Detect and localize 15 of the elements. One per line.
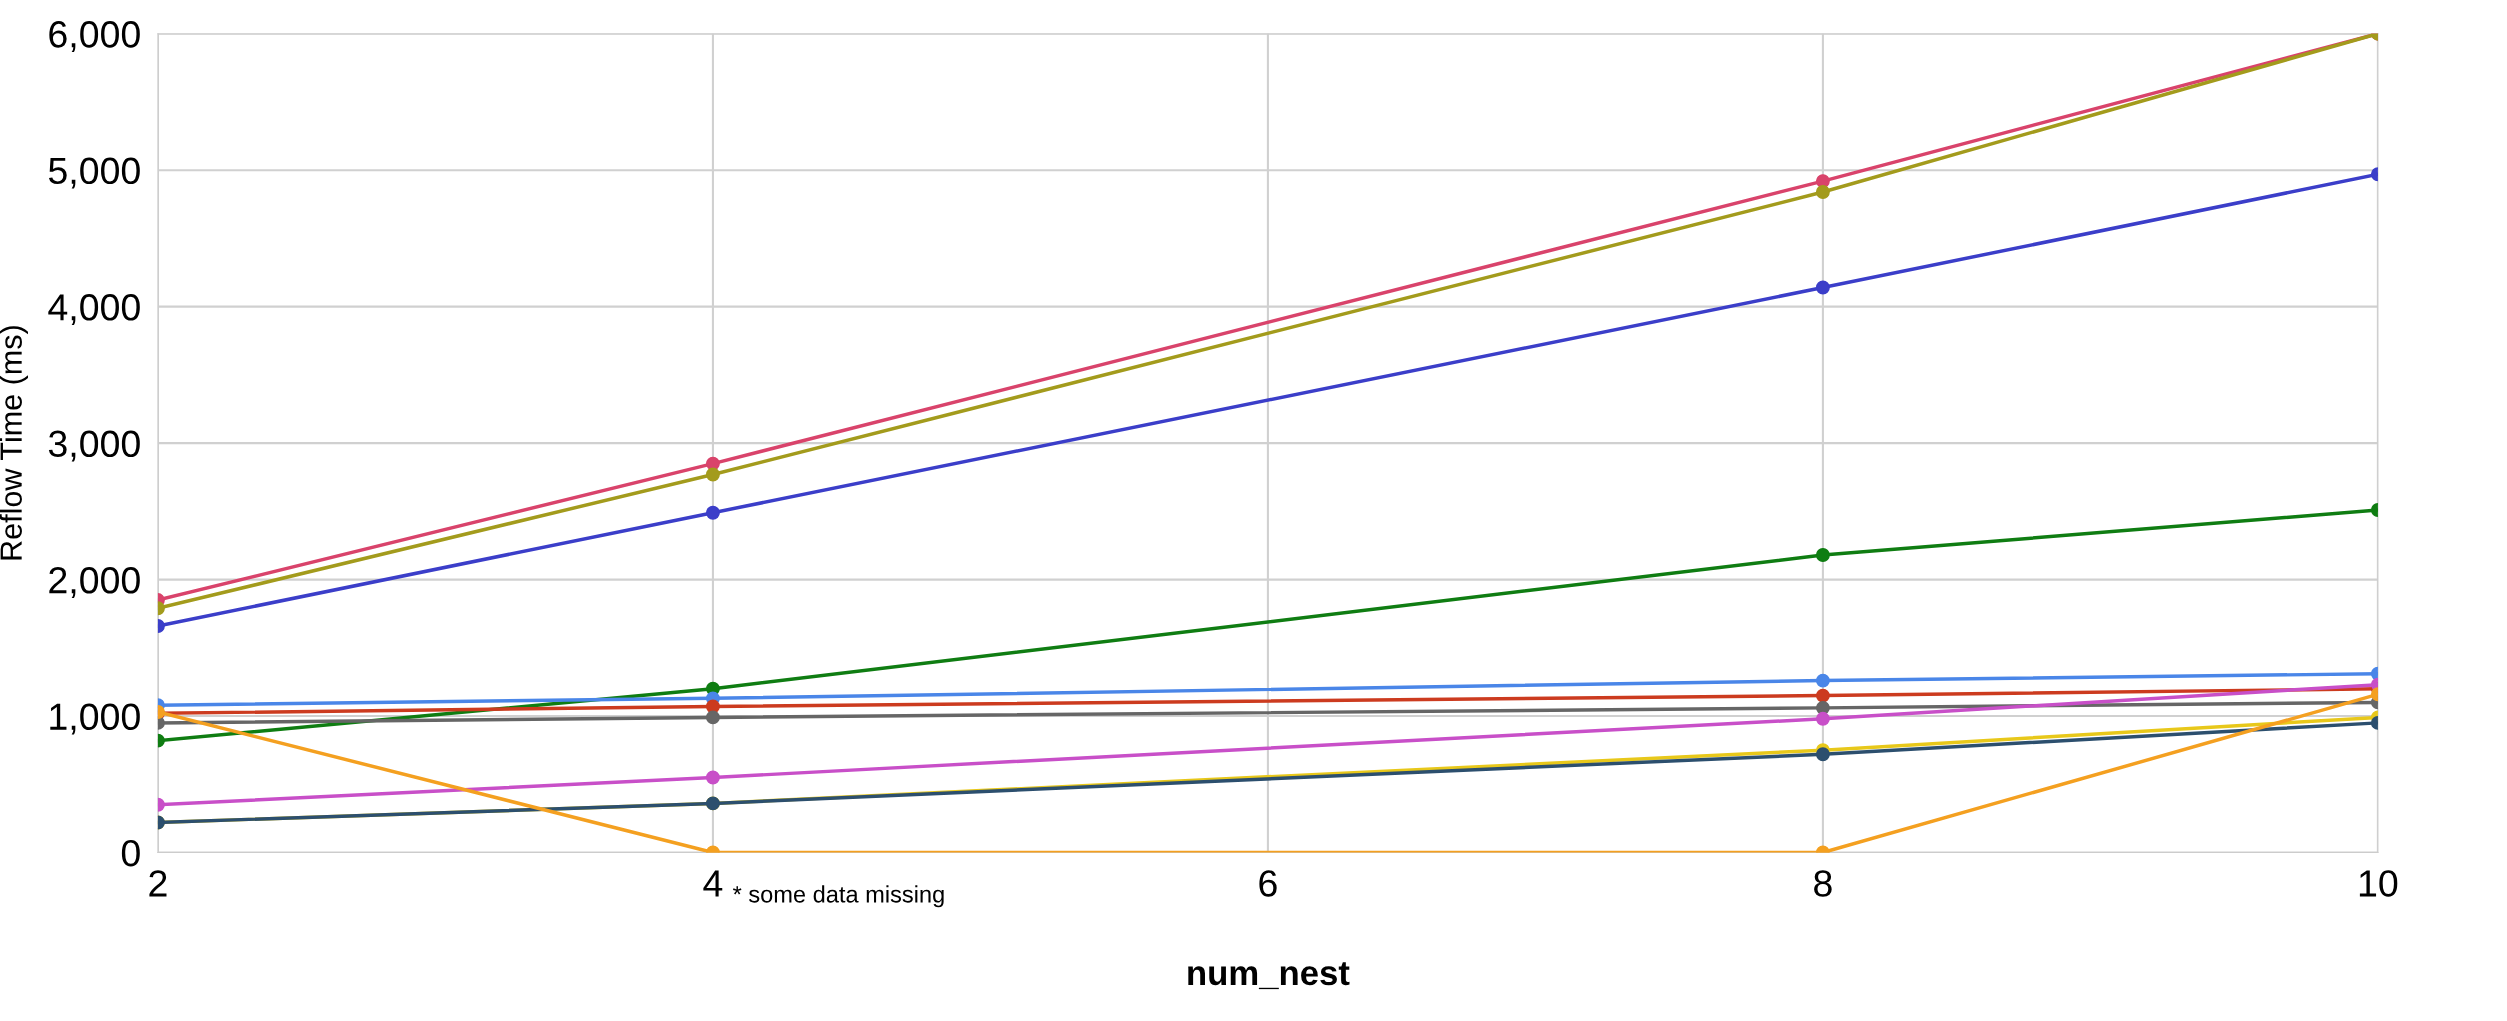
y-tick-label: 0 (121, 839, 140, 867)
y-tick-label: 3,000 (48, 430, 140, 462)
y-tick-label: 4,000 (48, 294, 140, 326)
x-tick-label: 2 (149, 870, 167, 897)
y-axis-title: Reflow Time (ms) (0, 326, 28, 560)
text: * some data missing (732, 885, 944, 908)
x-tick-label: 8 (1814, 870, 1832, 897)
x-axis-title: num_nest (1188, 962, 1350, 990)
x-tick-label: 10 (2359, 870, 2398, 897)
x-tick-label: 4 (703, 870, 723, 897)
y-tick-label: 2,000 (49, 566, 140, 598)
x-tick-label: 6 (1259, 870, 1277, 897)
y-tick-label: 1,000 (50, 703, 140, 735)
y-tick-label: 6,000 (49, 21, 140, 53)
y-tick-label: 5,000 (48, 157, 140, 189)
